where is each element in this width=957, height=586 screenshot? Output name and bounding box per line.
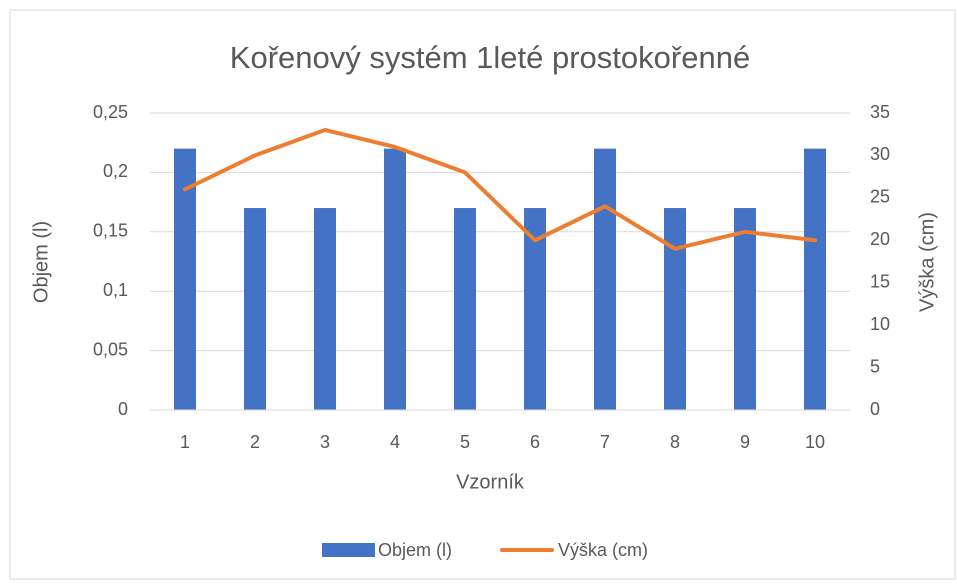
bar [454,208,476,410]
y2-tick-label: 35 [870,102,890,122]
chart-border [9,9,956,580]
chart-title: Kořenový systém 1leté prostokořenné [230,40,750,75]
x-tick-label: 6 [530,432,540,452]
y2-tick-label: 5 [870,356,880,376]
bar [384,148,406,410]
bar [804,148,826,410]
legend-swatch [322,543,375,557]
y2-tick-label: 25 [870,187,890,207]
y-tick-label: 0 [118,399,128,419]
y2-tick-label: 10 [870,314,890,334]
y-tick-label: 0,15 [93,221,128,241]
y2-tick-label: 15 [870,271,890,291]
y-axis-title: Objem (l) [30,221,52,303]
x-tick-label: 8 [670,432,680,452]
bar [314,208,336,410]
legend-label: Objem (l) [378,540,452,560]
x-tick-label: 10 [805,432,825,452]
y2-axis-title: Výška (cm) [916,212,938,312]
y2-tick-label: 30 [870,144,890,164]
x-tick-label: 2 [250,432,260,452]
x-tick-label: 3 [320,432,330,452]
legend-label: Výška (cm) [558,540,648,560]
bar [594,148,616,410]
y-tick-label: 0,05 [93,339,128,359]
y-tick-label: 0,1 [103,280,128,300]
x-tick-label: 1 [180,432,190,452]
x-axis-title: Vzorník [456,471,525,493]
y2-tick-label: 20 [870,229,890,249]
x-tick-label: 5 [460,432,470,452]
bar [174,148,196,410]
y-tick-label: 0,2 [103,161,128,181]
y-tick-label: 0,25 [93,102,128,122]
bar [664,208,686,410]
bar [244,208,266,410]
x-tick-label: 9 [740,432,750,452]
line [183,127,817,251]
x-tick-label: 7 [600,432,610,452]
x-tick-label: 4 [390,432,400,452]
bar [524,208,546,410]
bar [734,208,756,410]
y2-tick-label: 0 [870,399,880,419]
